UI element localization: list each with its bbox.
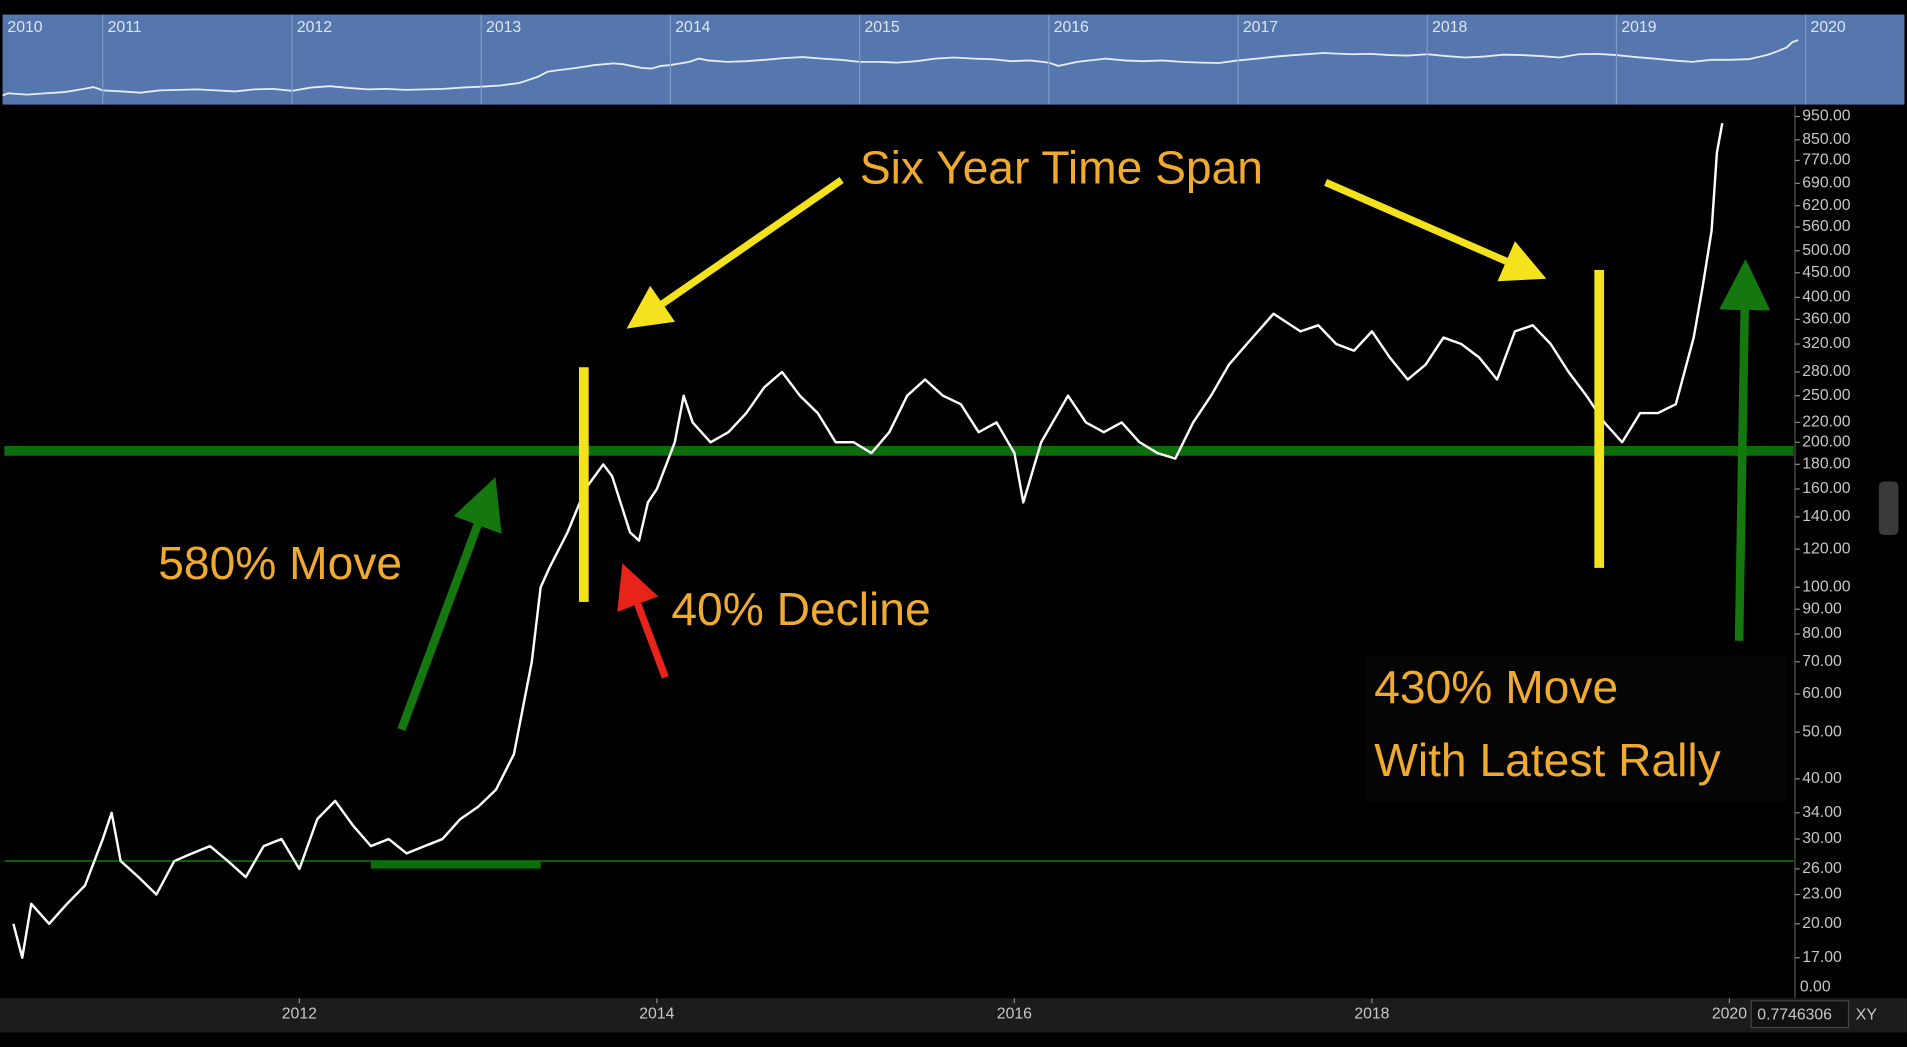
- y-tick-label: 320.00: [1802, 335, 1851, 352]
- y-floor-label: 0.00: [1800, 979, 1831, 996]
- annotation-layer: Six Year Time Span 580% Move 40% Decline…: [158, 142, 1788, 803]
- navigator-label: 2012: [297, 19, 332, 36]
- navigator-label: 2014: [675, 19, 710, 36]
- y-tick-label: 30.00: [1802, 830, 1842, 847]
- navigator-label: 2016: [1054, 19, 1089, 36]
- y-tick-label: 360.00: [1802, 311, 1851, 328]
- y-tick-label: 770.00: [1802, 152, 1851, 169]
- navigator-label: 2020: [1811, 19, 1846, 36]
- navigator-line: [2, 39, 1799, 97]
- arrow: [397, 477, 502, 732]
- y-tick-label: 850.00: [1802, 131, 1851, 148]
- y-tick-label: 40.00: [1802, 770, 1842, 787]
- y-tick-label: 400.00: [1802, 289, 1851, 306]
- navigator-label: 2017: [1243, 19, 1278, 36]
- navigator-label: 2019: [1621, 19, 1656, 36]
- xy-button[interactable]: XY: [1856, 1007, 1878, 1024]
- annotation: 40% Decline: [671, 583, 930, 635]
- y-tick-label: 23.00: [1802, 886, 1842, 903]
- y-tick-label: 34.00: [1802, 804, 1842, 821]
- x-tick-label: 2012: [282, 1005, 317, 1022]
- annotation: With Latest Rally: [1374, 734, 1721, 786]
- y-axis-area: [1794, 105, 1907, 999]
- y-tick-label: 950.00: [1802, 108, 1851, 125]
- y-tick-label: 560.00: [1802, 218, 1851, 235]
- y-tick-label: 280.00: [1802, 363, 1851, 380]
- annotation: 580% Move: [158, 537, 402, 589]
- y-tick-label: 20.00: [1802, 915, 1842, 932]
- y-tick-label: 180.00: [1802, 456, 1851, 473]
- x-tick-label: 2016: [997, 1005, 1032, 1022]
- navigator-label: 2013: [486, 19, 521, 36]
- navigator-label: 2010: [7, 19, 42, 36]
- y-tick-label: 70.00: [1802, 653, 1842, 670]
- y-tick-label: 80.00: [1802, 625, 1842, 642]
- y-tick-label: 250.00: [1802, 387, 1851, 404]
- status-value: 0.7746306: [1757, 1007, 1832, 1024]
- price-line: [12, 122, 1724, 959]
- y-tick-label: 26.00: [1802, 860, 1842, 877]
- y-tick-label: 120.00: [1802, 540, 1851, 557]
- x-axis-area: [0, 998, 1907, 1033]
- arrow: [1324, 179, 1547, 282]
- y-tick-label: 100.00: [1802, 578, 1851, 595]
- scroll-handle[interactable]: [1878, 481, 1899, 536]
- y-tick-label: 90.00: [1802, 600, 1842, 617]
- y-tick-label: 450.00: [1802, 264, 1851, 281]
- annotation: 430% Move: [1374, 661, 1618, 713]
- x-tick-label: 2020: [1712, 1005, 1747, 1022]
- annotation: Six Year Time Span: [860, 142, 1263, 194]
- arrow: [626, 176, 844, 329]
- navigator[interactable]: [2, 14, 1905, 105]
- plot-layer: [4, 122, 1794, 959]
- arrow: [1719, 259, 1771, 641]
- y-tick-label: 160.00: [1802, 480, 1851, 497]
- y-tick-label: 17.00: [1802, 949, 1842, 966]
- y-tick-label: 60.00: [1802, 685, 1842, 702]
- y-tick-label: 620.00: [1802, 197, 1851, 214]
- annotation-box: [1364, 656, 1788, 803]
- y-tick-label: 500.00: [1802, 242, 1851, 259]
- x-tick-label: 2014: [639, 1005, 674, 1022]
- navigator-layer: 2010 2011 2012 2013 2014 2015 2016 2017 2018 2019…: [2, 14, 1846, 105]
- arrow: [617, 563, 669, 679]
- x-tick-label: 2018: [1354, 1005, 1389, 1022]
- navigator-label: 2015: [864, 19, 899, 36]
- marker-bar: [1594, 269, 1605, 568]
- y-tick-label: 50.00: [1802, 723, 1842, 740]
- y-tick-label: 220.00: [1802, 414, 1851, 431]
- status-box: [1750, 1000, 1850, 1029]
- navigator-label: 2018: [1432, 19, 1467, 36]
- marker-bar: [578, 367, 589, 602]
- navigator-label: 2011: [108, 19, 142, 36]
- y-tick-label: 140.00: [1802, 508, 1851, 525]
- y-tick-label: 200.00: [1802, 433, 1851, 450]
- y-tick-label: 690.00: [1802, 175, 1851, 192]
